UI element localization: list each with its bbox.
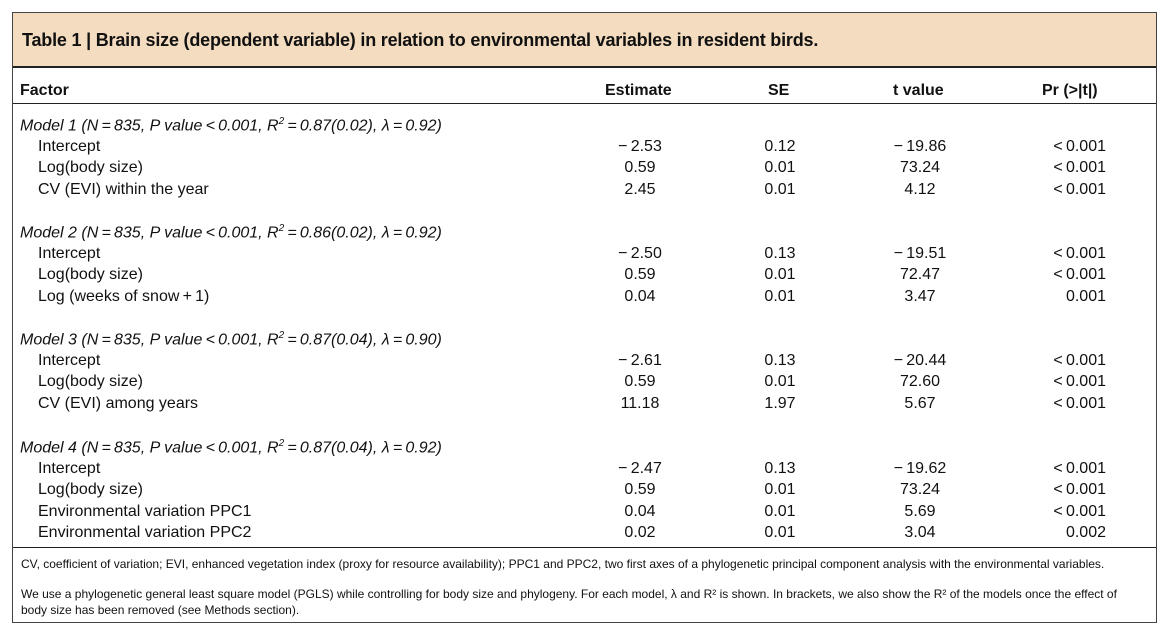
estimate-cell: 2.45 — [624, 180, 656, 198]
p-value-cell: < 0.001 — [1053, 481, 1106, 498]
t-value-cell: 3.47 — [904, 287, 936, 305]
estimate-cell: 0.59 — [624, 266, 656, 283]
footer-rule — [13, 547, 1156, 548]
p-value-cell: 0.001 — [1065, 287, 1106, 305]
se-cell: 0.13 — [764, 459, 796, 477]
model-header-text: Model 3 (N = 835, P value < 0.001, R — [20, 331, 279, 349]
model-header-text: Model 1 (N = 835, P value < 0.001, R — [20, 117, 279, 135]
t-value-cell: − 19.62 — [893, 459, 947, 477]
se-cell: 0.13 — [764, 244, 796, 262]
se-cell: 0.13 — [764, 351, 796, 369]
p-value-cell: < 0.001 — [1053, 159, 1106, 176]
estimate-cell: − 2.53 — [618, 137, 662, 155]
model-header-text: Model 4 (N = 835, P value < 0.001, R — [20, 439, 279, 457]
estimate-cell: 11.18 — [620, 394, 660, 412]
model-header: Model 1 (N = 835, P value < 0.001, R2 = … — [20, 116, 442, 135]
model-header: Model 4 (N = 835, P value < 0.001, R2 = … — [20, 438, 442, 457]
t-value-cell: 5.67 — [904, 394, 936, 412]
se-cell: 0.01 — [764, 266, 796, 283]
title-band: Table 1 | Brain size (dependent variable… — [13, 13, 1156, 66]
t-value-cell: 3.04 — [904, 524, 936, 541]
se-cell: 0.01 — [764, 502, 796, 520]
table-title: Table 1 | Brain size (dependent variable… — [22, 30, 819, 50]
model-header: Model 3 (N = 835, P value < 0.001, R2 = … — [20, 330, 442, 349]
model-header-stats: = 0.86(0.02), λ = 0.92) — [284, 224, 442, 242]
se-cell: 0.01 — [764, 159, 796, 176]
model-header-text: Model 2 (N = 835, P value < 0.001, R — [20, 224, 279, 242]
p-value-cell: < 0.001 — [1053, 180, 1106, 198]
footnote-abbreviations: CV, coefficient of variation; EVI, enhan… — [21, 557, 1105, 571]
p-value-cell: < 0.001 — [1053, 351, 1106, 369]
estimate-cell: 0.59 — [624, 373, 656, 390]
column-header-estimate: Estimate — [605, 82, 672, 99]
t-value-cell: 73.24 — [899, 159, 941, 176]
t-value-cell: 72.47 — [899, 266, 941, 283]
column-header-factor: Factor — [20, 82, 69, 99]
p-value-cell: 0.002 — [1065, 524, 1106, 541]
p-value-cell: < 0.001 — [1053, 394, 1106, 412]
t-value-cell: − 20.44 — [893, 351, 947, 369]
model-header-stats: = 0.87(0.04), λ = 0.92) — [284, 439, 442, 457]
t-value-cell: − 19.51 — [893, 244, 947, 262]
p-value-cell: < 0.001 — [1053, 244, 1106, 262]
header-rule — [13, 103, 1156, 104]
factor-cell: CV (EVI) within the year — [38, 180, 209, 198]
factor-cell: Intercept — [38, 244, 101, 262]
r-squared-superscript: 2 — [278, 223, 285, 234]
model-header-stats: = 0.87(0.04), λ = 0.90) — [284, 331, 442, 349]
p-value-cell: < 0.001 — [1053, 502, 1106, 520]
r-squared-superscript: 2 — [278, 438, 285, 449]
column-header-se: SE — [768, 82, 790, 99]
estimate-cell: 0.59 — [624, 481, 656, 498]
se-cell: 0.01 — [764, 373, 796, 390]
se-cell: 1.97 — [764, 394, 796, 412]
p-value-cell: < 0.001 — [1053, 266, 1106, 283]
estimate-cell: − 2.50 — [618, 244, 662, 262]
top-rule — [13, 66, 1156, 68]
column-header-p-value: Pr (>|t|) — [1042, 82, 1098, 99]
model-header-stats: = 0.87(0.02), λ = 0.92) — [284, 117, 442, 135]
estimate-cell: 0.04 — [624, 502, 656, 520]
t-value-cell: 4.12 — [904, 180, 936, 198]
se-cell: 0.12 — [764, 137, 796, 155]
table-frame: Table 1 | Brain size (dependent variable… — [12, 12, 1157, 623]
r-squared-superscript: 2 — [278, 116, 285, 127]
p-value-cell: < 0.001 — [1053, 137, 1106, 155]
factor-cell: Log(body size) — [38, 159, 143, 176]
factor-cell: Environmental variation PPC1 — [38, 502, 252, 520]
model-header: Model 2 (N = 835, P value < 0.001, R2 = … — [20, 223, 442, 242]
t-value-cell: 72.60 — [899, 373, 941, 390]
column-header-t-value: t value — [893, 82, 944, 99]
factor-cell: Log(body size) — [38, 373, 143, 390]
t-value-cell: 73.24 — [899, 481, 941, 498]
estimate-cell: − 2.47 — [618, 459, 662, 477]
estimate-cell: 0.59 — [624, 159, 656, 176]
factor-cell: Log(body size) — [38, 481, 143, 498]
r-squared-superscript: 2 — [278, 330, 285, 341]
t-value-cell: − 19.86 — [893, 137, 947, 155]
se-cell: 0.01 — [764, 524, 796, 541]
p-value-cell: < 0.001 — [1053, 373, 1106, 390]
se-cell: 0.01 — [764, 481, 796, 498]
se-cell: 0.01 — [764, 287, 796, 305]
factor-cell: CV (EVI) among years — [38, 394, 199, 412]
estimate-cell: 0.02 — [624, 524, 656, 541]
estimate-cell: − 2.61 — [618, 351, 662, 369]
factor-cell: Intercept — [38, 459, 101, 477]
factor-cell: Environmental variation PPC2 — [38, 524, 252, 541]
factor-cell: Log(body size) — [38, 266, 143, 283]
se-cell: 0.01 — [764, 180, 796, 198]
factor-cell: Intercept — [38, 137, 101, 155]
p-value-cell: < 0.001 — [1053, 459, 1106, 477]
estimate-cell: 0.04 — [624, 287, 656, 305]
t-value-cell: 5.69 — [904, 502, 936, 520]
factor-cell: Log (weeks of snow + 1) — [38, 287, 210, 305]
factor-cell: Intercept — [38, 351, 101, 369]
footnote-method: We use a phylogenetic general least squa… — [21, 587, 1117, 617]
